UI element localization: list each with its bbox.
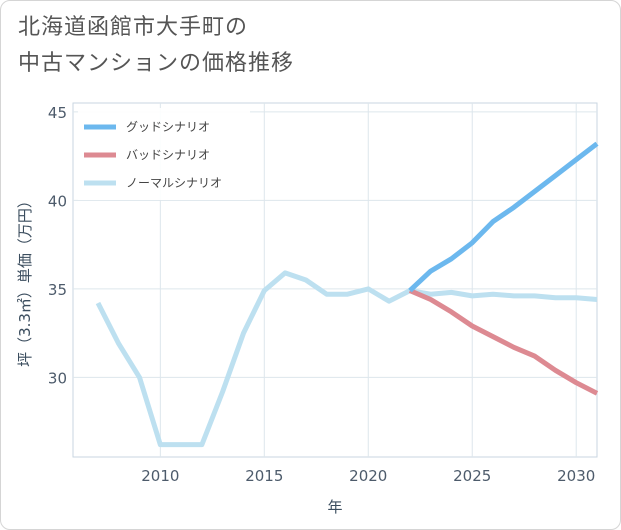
y-tick-label: 30 [48,369,67,387]
series-line-1 [408,141,599,293]
y-axis-label: 坪（3.3㎡）単価（万円） [16,193,34,367]
x-tick-label: 2010 [141,467,179,485]
chart-title: 北海道函館市大手町の 中古マンションの価格推移 [18,10,608,82]
chart-title-line-1: 北海道函館市大手町の [18,15,249,40]
chart-title-line-2: 中古マンションの価格推移 [18,51,295,76]
x-tick-label: 2020 [349,467,387,485]
tick-labels: 2010 2015 2020 2025 2030 30 35 40 45 [48,104,595,485]
x-tick-label: 2025 [453,467,491,485]
series-line-3 [95,270,598,448]
y-tick-label: 35 [48,281,67,299]
series-line-2 [408,288,599,396]
x-tick-label: 2030 [557,467,595,485]
y-tick-label: 45 [48,104,67,122]
plot-area-border [72,102,598,458]
y-tick-label: 40 [48,192,67,210]
x-axis-label: 年 [327,498,342,516]
x-tick-label: 2015 [245,467,283,485]
series-lines [95,141,599,448]
legend-label: グッドシナリオ [126,120,210,134]
legend-label: バッドシナリオ [126,148,210,162]
gridlines [72,102,598,458]
legend-label: ノーマルシナリオ [126,176,222,190]
